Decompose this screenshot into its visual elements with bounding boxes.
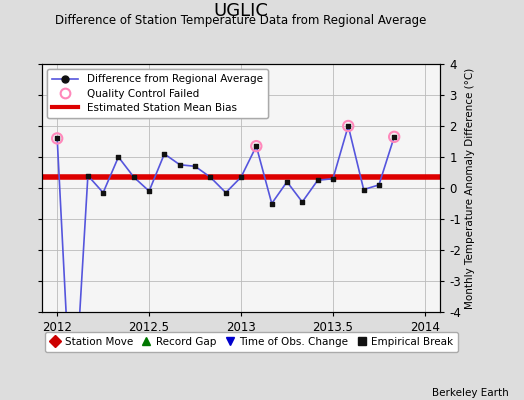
Point [53,135,61,142]
Point [145,188,154,194]
Point [237,174,245,180]
Point [129,174,138,180]
Point [176,162,184,168]
Point [114,154,123,160]
Point [329,176,337,182]
Point [313,177,322,184]
Point [160,151,169,157]
Legend: Difference from Regional Average, Quality Control Failed, Estimated Station Mean: Difference from Regional Average, Qualit… [47,69,268,118]
Point [344,123,353,129]
Point [283,178,291,185]
Point [390,134,398,140]
Point [53,135,61,142]
Y-axis label: Monthly Temperature Anomaly Difference (°C): Monthly Temperature Anomaly Difference (… [465,67,475,309]
Point [222,190,230,196]
Point [390,134,398,140]
Point [84,172,92,179]
Point [375,182,383,188]
Text: UGLIC: UGLIC [214,2,268,20]
Point [206,174,214,180]
Point [268,200,276,207]
Text: Berkeley Earth: Berkeley Earth [432,388,508,398]
Point [252,143,260,149]
Point [191,163,199,170]
Point [99,190,107,196]
Point [298,199,307,205]
Point [344,123,353,129]
Text: Difference of Station Temperature Data from Regional Average: Difference of Station Temperature Data f… [56,14,427,27]
Point [359,186,368,193]
Point [252,143,260,149]
Legend: Station Move, Record Gap, Time of Obs. Change, Empirical Break: Station Move, Record Gap, Time of Obs. C… [45,332,459,352]
